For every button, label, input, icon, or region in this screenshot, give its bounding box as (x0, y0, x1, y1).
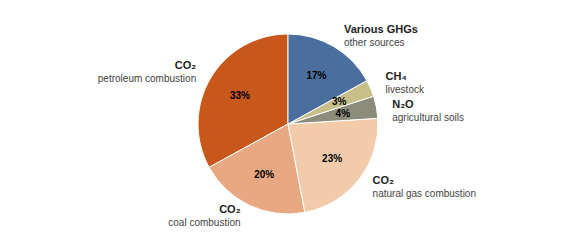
svg-text:livestock: livestock (386, 84, 425, 95)
svg-text:23%: 23% (322, 153, 342, 164)
svg-text:CO₂: CO₂ (175, 59, 197, 71)
svg-text:CO₂: CO₂ (219, 203, 241, 215)
svg-text:20%: 20% (254, 169, 274, 180)
svg-text:Various GHGs: Various GHGs (344, 23, 418, 35)
svg-text:33%: 33% (230, 90, 250, 101)
svg-text:17%: 17% (306, 70, 326, 81)
svg-text:agricultural soils: agricultural soils (392, 112, 464, 123)
svg-text:petroleum combustion: petroleum combustion (98, 73, 196, 84)
svg-text:CO₂: CO₂ (373, 174, 395, 186)
svg-text:N₂O: N₂O (392, 98, 414, 110)
svg-text:CH₄: CH₄ (386, 70, 407, 82)
svg-text:3%: 3% (332, 96, 347, 107)
svg-text:natural gas combustion: natural gas combustion (373, 188, 476, 199)
svg-text:4%: 4% (336, 108, 351, 119)
svg-text:coal combustion: coal combustion (168, 217, 240, 228)
svg-text:other sources: other sources (344, 37, 405, 48)
